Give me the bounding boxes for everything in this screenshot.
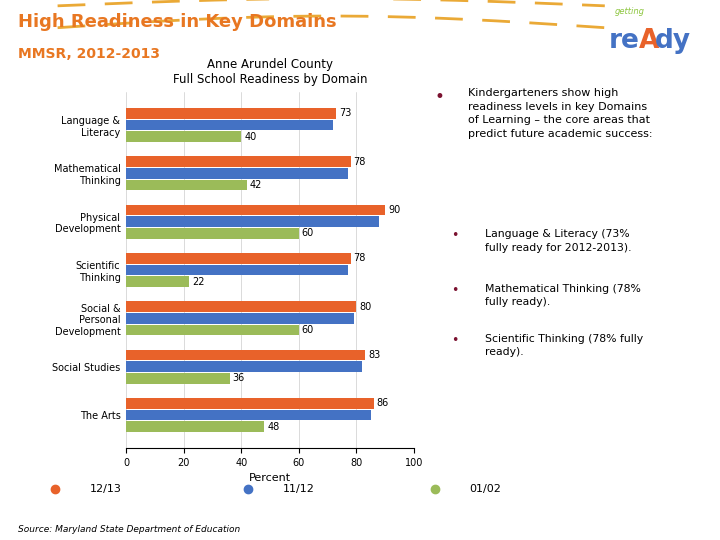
Bar	[126, 157, 351, 167]
Text: 12/13: 12/13	[89, 484, 122, 494]
Bar	[126, 325, 299, 335]
X-axis label: Percent: Percent	[249, 474, 291, 483]
Bar	[126, 361, 362, 372]
Text: High Readiness in Key Domains: High Readiness in Key Domains	[18, 13, 337, 31]
Bar	[126, 313, 354, 323]
Bar	[126, 398, 374, 409]
Bar	[126, 205, 385, 215]
Text: 60: 60	[302, 325, 314, 335]
Text: 73: 73	[339, 109, 351, 118]
Text: 22: 22	[192, 276, 204, 287]
Text: A: A	[639, 28, 659, 53]
Bar	[126, 265, 348, 275]
Bar	[126, 168, 348, 179]
Text: 80: 80	[359, 302, 372, 312]
Bar	[126, 350, 365, 360]
Text: 60: 60	[302, 228, 314, 238]
Text: 11/12: 11/12	[283, 484, 315, 494]
Text: 90: 90	[388, 205, 400, 215]
Text: 48: 48	[267, 422, 279, 431]
Text: Scientific Thinking (78% fully
ready).: Scientific Thinking (78% fully ready).	[485, 334, 644, 357]
Bar	[126, 410, 371, 421]
Text: dy: dy	[655, 28, 691, 53]
Title: Anne Arundel County
Full School Readiness by Domain: Anne Arundel County Full School Readines…	[173, 58, 367, 86]
Bar	[126, 276, 189, 287]
Text: 78: 78	[354, 157, 366, 167]
Text: •: •	[451, 230, 459, 242]
Bar	[126, 180, 247, 190]
Text: •: •	[451, 284, 459, 296]
Text: 83: 83	[368, 350, 380, 360]
Text: •: •	[434, 88, 444, 106]
Text: Mathematical Thinking (78%
fully ready).: Mathematical Thinking (78% fully ready).	[485, 284, 641, 307]
Bar	[126, 373, 230, 383]
Text: •: •	[451, 334, 459, 347]
Text: re: re	[608, 28, 639, 53]
Text: 78: 78	[354, 253, 366, 264]
Text: Language & Literacy (73%
fully ready for 2012-2013).: Language & Literacy (73% fully ready for…	[485, 230, 631, 253]
Text: 36: 36	[233, 373, 245, 383]
Text: 01/02: 01/02	[469, 484, 501, 494]
Text: getting: getting	[615, 7, 645, 16]
Bar	[126, 421, 264, 432]
Text: 42: 42	[250, 180, 262, 190]
Text: 86: 86	[377, 399, 389, 408]
Bar	[126, 119, 333, 130]
Bar	[126, 131, 241, 142]
Bar	[126, 108, 336, 119]
Bar	[126, 253, 351, 264]
Text: MMSR, 2012-2013: MMSR, 2012-2013	[18, 48, 160, 62]
Text: Source: Maryland State Department of Education: Source: Maryland State Department of Edu…	[18, 525, 240, 534]
Text: Kindergarteners show high
readiness levels in key Domains
of Learning – the core: Kindergarteners show high readiness leve…	[468, 88, 653, 139]
Text: 40: 40	[244, 132, 256, 141]
Bar	[126, 217, 379, 227]
Bar	[126, 301, 356, 312]
Bar	[126, 228, 299, 239]
